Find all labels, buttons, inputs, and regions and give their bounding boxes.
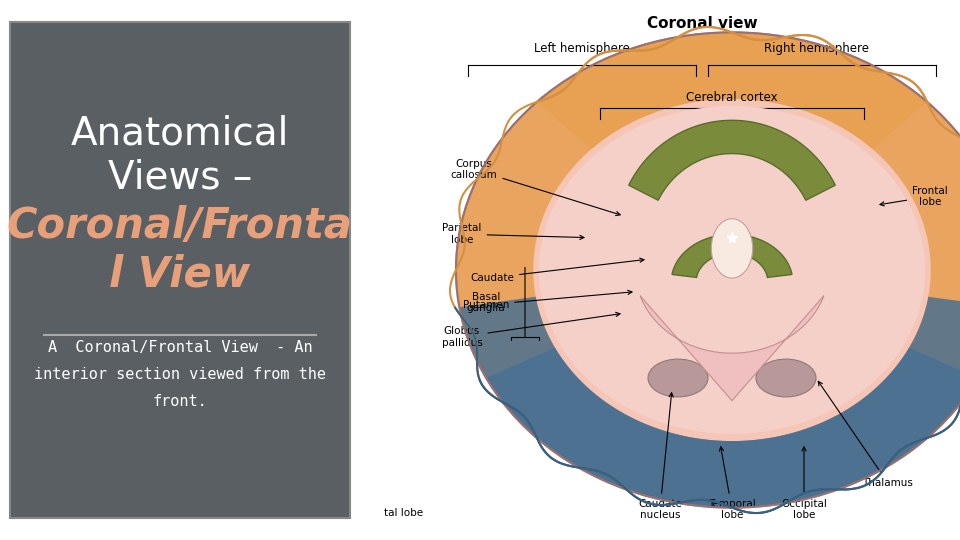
Text: Frontal
lobe: Frontal lobe [880, 186, 948, 207]
Text: Caudate: Caudate [470, 258, 644, 283]
Ellipse shape [711, 219, 753, 278]
Polygon shape [629, 120, 835, 200]
Polygon shape [456, 32, 927, 378]
Text: Coronal view: Coronal view [647, 16, 757, 31]
Text: Occipital
lobe: Occipital lobe [781, 447, 827, 521]
Text: Coronal/Fronta
l View: Coronal/Fronta l View [7, 205, 353, 295]
Text: Cerebral cortex: Cerebral cortex [686, 91, 778, 104]
Text: Right hemisphere: Right hemisphere [763, 42, 869, 55]
Polygon shape [672, 234, 792, 278]
Text: Temporal
lobe: Temporal lobe [708, 447, 756, 521]
Text: Thalamus: Thalamus [818, 381, 913, 488]
Polygon shape [640, 296, 824, 401]
Text: Anatomical
Views –: Anatomical Views – [71, 114, 289, 197]
Text: interior section viewed from the: interior section viewed from the [34, 367, 326, 382]
Ellipse shape [539, 106, 925, 434]
Text: Caudate
nucleus: Caudate nucleus [638, 393, 682, 521]
Ellipse shape [756, 359, 816, 397]
Polygon shape [460, 297, 960, 508]
Text: Left hemisphere: Left hemisphere [534, 42, 630, 55]
Ellipse shape [648, 359, 708, 397]
Polygon shape [486, 297, 960, 508]
Text: Globus
pallidus: Globus pallidus [442, 312, 620, 348]
Text: tal lobe: tal lobe [384, 508, 423, 518]
Text: A  Coronal/Frontal View  - An: A Coronal/Frontal View - An [48, 340, 312, 354]
Text: Putamen: Putamen [463, 290, 632, 310]
Text: Corpus
callosum: Corpus callosum [450, 159, 620, 215]
Text: front.: front. [153, 394, 207, 409]
Text: Parietal
lobe: Parietal lobe [443, 224, 584, 245]
Text: Basal
ganglia: Basal ganglia [467, 292, 505, 313]
Ellipse shape [456, 32, 960, 508]
FancyBboxPatch shape [10, 22, 350, 518]
Polygon shape [537, 32, 960, 378]
